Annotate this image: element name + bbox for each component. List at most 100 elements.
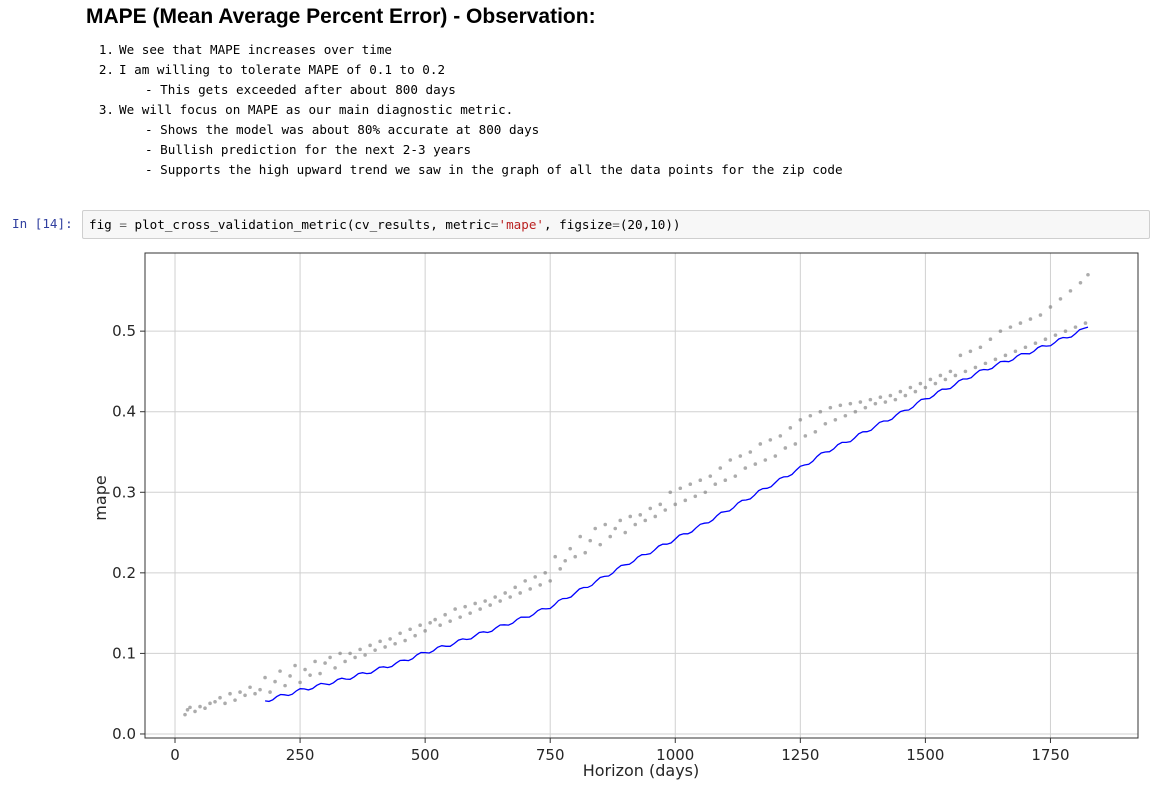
scatter-point <box>418 623 422 628</box>
scatter-point <box>968 349 973 354</box>
scatter-point <box>483 599 487 603</box>
scatter-point <box>348 651 352 656</box>
scatter-point <box>683 498 688 503</box>
scatter-point <box>633 522 638 527</box>
scatter-point <box>818 409 823 414</box>
scatter-point <box>928 377 933 382</box>
scatter-point <box>843 413 848 418</box>
scatter-point <box>723 478 728 482</box>
scatter-point <box>493 595 497 599</box>
scatter-point <box>568 546 573 551</box>
scatter-point <box>573 554 578 559</box>
code-line[interactable]: fig = plot_cross_validation_metric(cv_re… <box>89 217 681 232</box>
axes-frame <box>144 252 1139 739</box>
observation-heading: MAPE (Mean Average Percent Error) - Obse… <box>86 5 596 28</box>
scatter-point <box>773 454 778 458</box>
scatter-point <box>803 434 808 438</box>
observation-list: 1. We see that MAPE increases over time 2… <box>86 40 1146 180</box>
observation-subitem: - Shows the model was about 80% accurate… <box>145 122 540 137</box>
scatter-point <box>923 385 928 390</box>
scatter-point <box>1068 289 1073 293</box>
mape-line <box>265 326 1089 703</box>
scatter-point <box>368 643 372 648</box>
scatter-point <box>563 558 568 563</box>
scatter-point <box>298 680 302 685</box>
scatter-point <box>983 361 988 366</box>
scatter-point <box>218 695 222 700</box>
scatter-point <box>458 615 462 619</box>
x-tick-label: 750 <box>536 746 565 764</box>
scatter-point <box>588 538 593 543</box>
scatter-point <box>663 508 668 512</box>
scatter-point <box>623 530 628 535</box>
scatter-point <box>548 579 553 583</box>
scatter-point <box>963 369 968 374</box>
scatter-point <box>268 690 272 694</box>
scatter-point <box>363 653 367 657</box>
scatter-point <box>313 659 317 664</box>
scatter-point <box>838 403 843 408</box>
scatter-point <box>278 669 282 673</box>
y-tick-label: 0.1 <box>112 644 136 662</box>
scatter-point <box>768 438 773 442</box>
scatter-point <box>223 701 227 706</box>
scatter-point <box>793 442 798 446</box>
x-tick-label: 1250 <box>781 746 819 764</box>
scatter-point <box>378 639 382 644</box>
scatter-point <box>873 401 878 406</box>
scatter-point <box>518 591 522 595</box>
scatter-point <box>338 651 342 656</box>
scatter-point <box>233 698 237 702</box>
observation-subitem: - Bullish prediction for the next 2-3 ye… <box>145 142 472 157</box>
scatter-point <box>1058 297 1063 301</box>
scatter-point <box>243 693 247 698</box>
scatter-point <box>503 591 507 595</box>
scatter-point <box>273 679 277 684</box>
scatter-point <box>428 620 432 625</box>
scatter-point <box>693 494 698 499</box>
scatter-point <box>703 490 708 495</box>
scatter-point <box>193 709 197 714</box>
scatter-point <box>733 474 738 478</box>
scatter-point <box>198 704 202 709</box>
observation-item: 2. I am willing to tolerate MAPE of 0.1 t… <box>98 62 446 77</box>
scatter-point <box>293 663 297 668</box>
scatter-point <box>958 353 963 358</box>
scatter-point <box>1086 272 1090 277</box>
scatter-point <box>748 450 753 454</box>
scatter-point <box>613 526 618 531</box>
scatter-point <box>263 675 267 680</box>
scatter-point <box>248 685 252 690</box>
scatter-point <box>453 607 457 611</box>
scatter-point <box>318 671 322 676</box>
scatter-point <box>403 638 407 643</box>
scatter-point <box>373 648 377 652</box>
y-tick-label: 0.3 <box>112 483 136 501</box>
scatter-point <box>603 522 608 527</box>
scatter-point <box>203 706 207 710</box>
scatter-point <box>323 661 327 665</box>
observation-subitem: - Supports the high upward trend we saw … <box>145 162 843 177</box>
input-prompt: In [14]: <box>12 216 73 231</box>
scatter-point <box>718 466 723 470</box>
scatter-point <box>938 373 943 378</box>
scatter-point <box>423 629 427 633</box>
scatter-point <box>213 699 217 704</box>
scatter-point <box>558 567 563 571</box>
scatter-point <box>538 583 542 587</box>
scatter-point <box>513 585 517 590</box>
scatter-point <box>993 357 998 362</box>
scatter-point <box>598 542 603 547</box>
scatter-point <box>258 687 262 692</box>
scatter-point <box>468 611 472 615</box>
scatter-point <box>638 513 643 517</box>
scatter-point <box>813 430 818 434</box>
scatter-point <box>183 712 187 717</box>
code-cell[interactable]: fig = plot_cross_validation_metric(cv_re… <box>82 210 1150 239</box>
observation-item: 3. We will focus on MAPE as our main diag… <box>98 102 514 117</box>
y-axis-label: mape <box>91 475 110 520</box>
plot-area <box>145 253 1138 738</box>
scatter-point <box>438 623 442 628</box>
x-tick-label: 1750 <box>1031 746 1069 764</box>
scatter-point <box>753 462 758 466</box>
